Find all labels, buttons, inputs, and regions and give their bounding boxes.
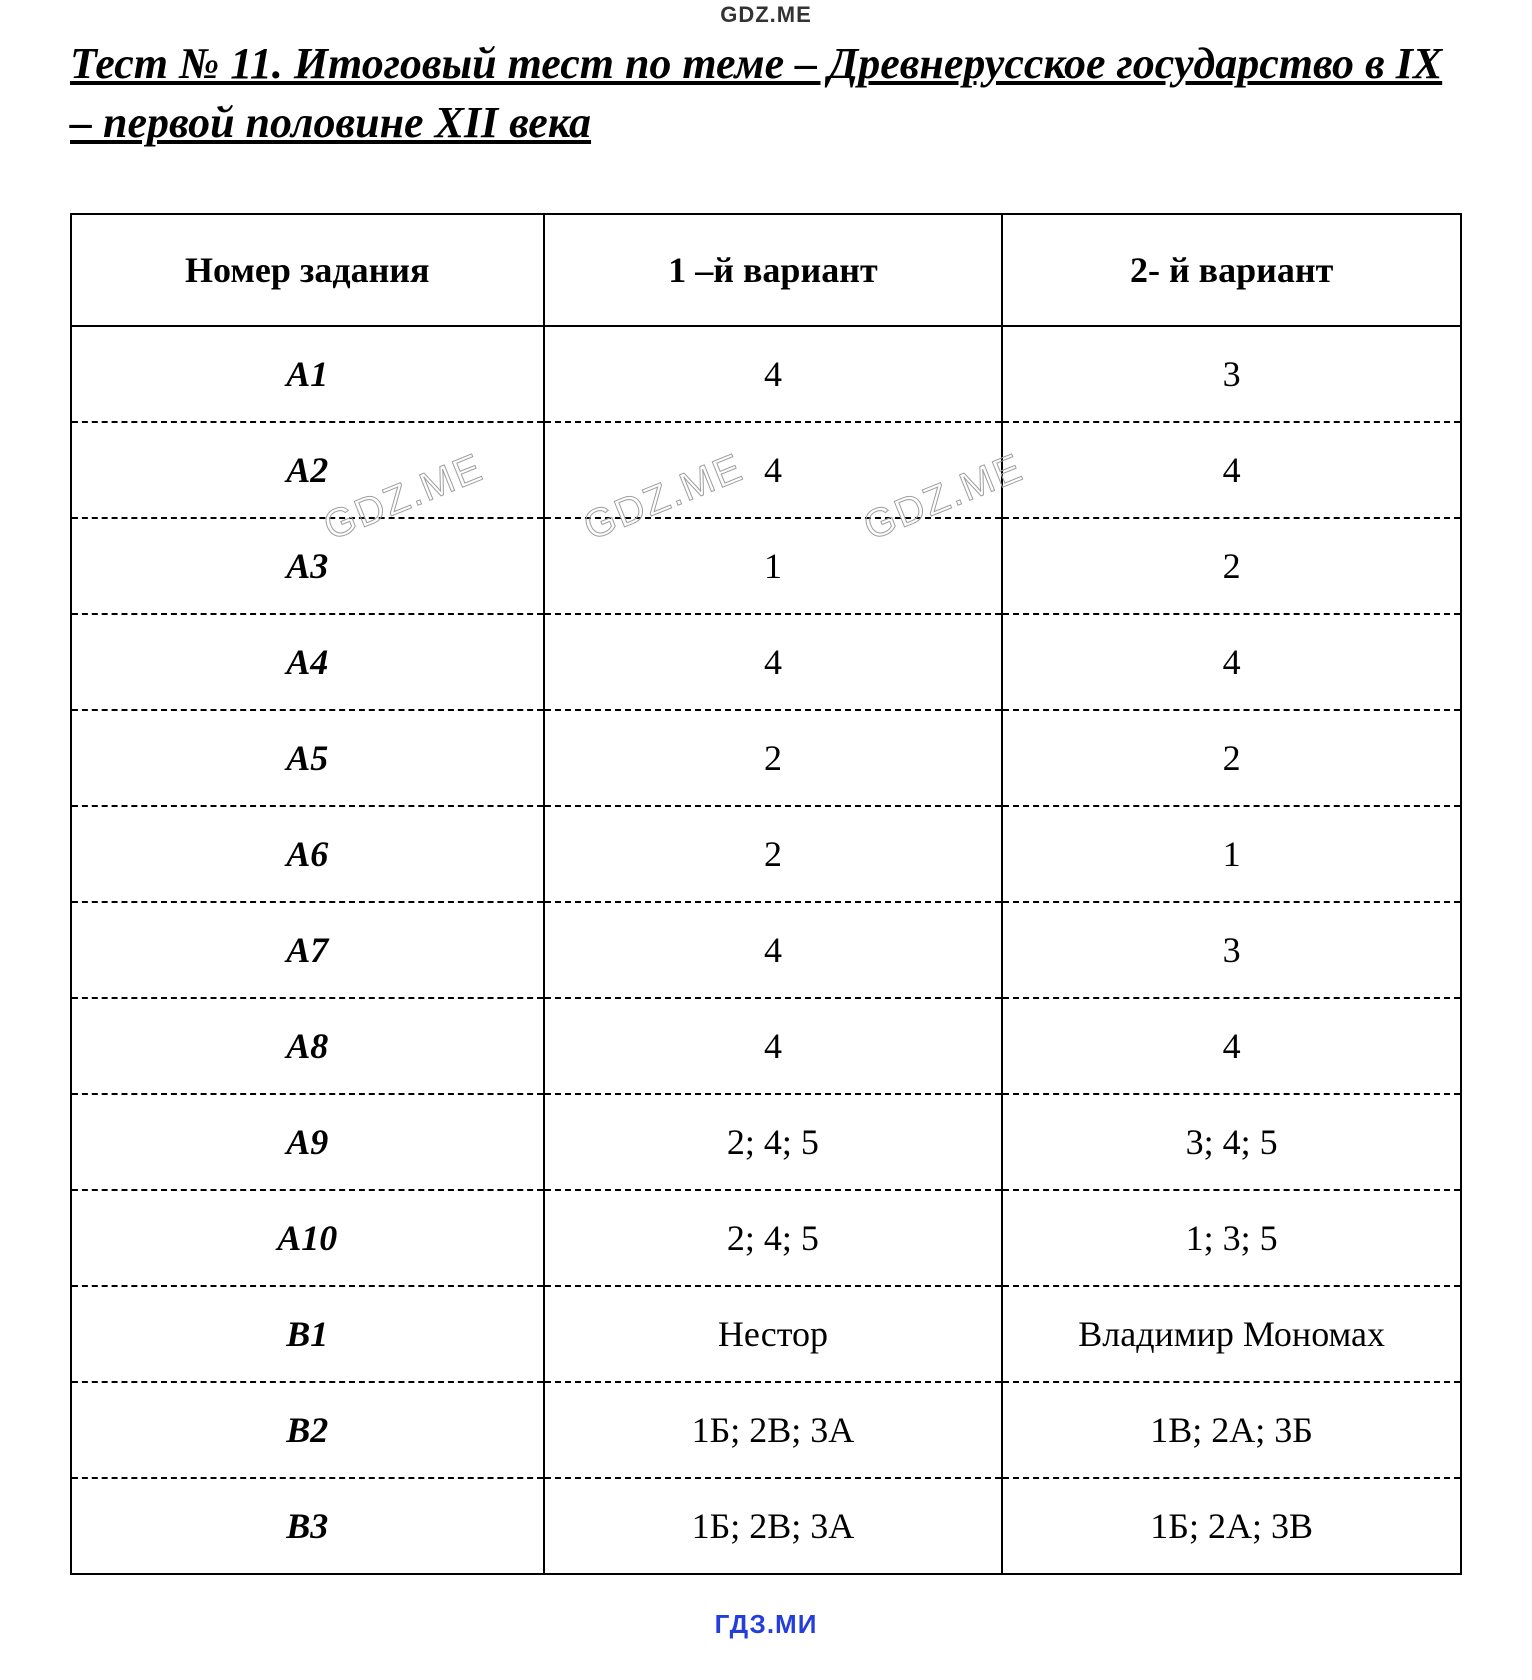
answer-table-wrap: GDZ.ME GDZ.ME GDZ.ME Номер задания 1 –й … (60, 153, 1472, 1575)
cell-v1: 1Б; 2В; 3А (544, 1478, 1003, 1574)
cell-v2: 2 (1002, 710, 1461, 806)
cell-v2: 1; 3; 5 (1002, 1190, 1461, 1286)
cell-v1: 2; 4; 5 (544, 1094, 1003, 1190)
table-row: А1 4 3 (71, 326, 1461, 422)
table-row: А5 2 2 (71, 710, 1461, 806)
cell-v1: 2 (544, 806, 1003, 902)
table-row: В3 1Б; 2В; 3А 1Б; 2А; 3В (71, 1478, 1461, 1574)
col-header-variant1: 1 –й вариант (544, 214, 1003, 326)
cell-task: В3 (71, 1478, 544, 1574)
cell-task: В2 (71, 1382, 544, 1478)
watermark-bottom: ГДЗ.МИ (60, 1575, 1472, 1640)
cell-v2: 4 (1002, 422, 1461, 518)
cell-v2: Владимир Мономах (1002, 1286, 1461, 1382)
cell-v1: 2 (544, 710, 1003, 806)
cell-v2: 2 (1002, 518, 1461, 614)
table-row: А10 2; 4; 5 1; 3; 5 (71, 1190, 1461, 1286)
table-body: А1 4 3 А2 4 4 А3 1 2 А4 4 4 (71, 326, 1461, 1574)
cell-v1: 4 (544, 614, 1003, 710)
cell-task: А3 (71, 518, 544, 614)
table-row: А4 4 4 (71, 614, 1461, 710)
cell-v1: Нестор (544, 1286, 1003, 1382)
cell-task: В1 (71, 1286, 544, 1382)
cell-v1: 1Б; 2В; 3А (544, 1382, 1003, 1478)
cell-task: А2 (71, 422, 544, 518)
table-row: А3 1 2 (71, 518, 1461, 614)
cell-v1: 4 (544, 998, 1003, 1094)
cell-v2: 4 (1002, 998, 1461, 1094)
cell-v2: 3 (1002, 902, 1461, 998)
table-row: А2 4 4 (71, 422, 1461, 518)
table-row: В2 1Б; 2В; 3А 1В; 2А; 3Б (71, 1382, 1461, 1478)
table-row: А6 2 1 (71, 806, 1461, 902)
cell-task: А7 (71, 902, 544, 998)
cell-task: А10 (71, 1190, 544, 1286)
watermark-top: GDZ.ME (60, 0, 1472, 28)
page: GDZ.ME Тест № 11. Итоговый тест по теме … (0, 0, 1532, 1680)
cell-v1: 4 (544, 902, 1003, 998)
cell-v2: 1Б; 2А; 3В (1002, 1478, 1461, 1574)
table-row: В1 Нестор Владимир Мономах (71, 1286, 1461, 1382)
page-title: Тест № 11. Итоговый тест по теме – Древн… (60, 28, 1472, 153)
cell-task: А9 (71, 1094, 544, 1190)
answer-table: Номер задания 1 –й вариант 2- й вариант … (70, 213, 1462, 1575)
cell-v1: 2; 4; 5 (544, 1190, 1003, 1286)
table-row: А8 4 4 (71, 998, 1461, 1094)
cell-v1: 1 (544, 518, 1003, 614)
table-row: А7 4 3 (71, 902, 1461, 998)
cell-task: А1 (71, 326, 544, 422)
cell-v2: 1 (1002, 806, 1461, 902)
cell-task: А5 (71, 710, 544, 806)
table-header-row: Номер задания 1 –й вариант 2- й вариант (71, 214, 1461, 326)
cell-v2: 3 (1002, 326, 1461, 422)
cell-task: А8 (71, 998, 544, 1094)
cell-v2: 3; 4; 5 (1002, 1094, 1461, 1190)
cell-v1: 4 (544, 422, 1003, 518)
cell-task: А4 (71, 614, 544, 710)
cell-task: А6 (71, 806, 544, 902)
cell-v1: 4 (544, 326, 1003, 422)
col-header-task: Номер задания (71, 214, 544, 326)
table-row: А9 2; 4; 5 3; 4; 5 (71, 1094, 1461, 1190)
col-header-variant2: 2- й вариант (1002, 214, 1461, 326)
cell-v2: 4 (1002, 614, 1461, 710)
cell-v2: 1В; 2А; 3Б (1002, 1382, 1461, 1478)
